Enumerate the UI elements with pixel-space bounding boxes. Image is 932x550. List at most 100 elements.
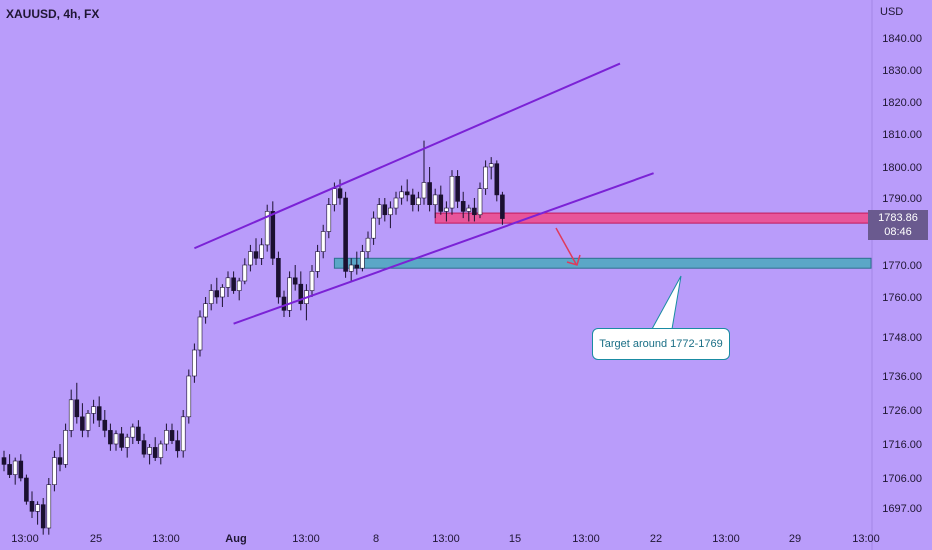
time-tick-label: 25 — [90, 533, 102, 545]
price-tick-label: 1790.00 — [882, 193, 922, 205]
price-tick-label: 1748.00 — [882, 332, 922, 344]
candle-body — [52, 457, 57, 485]
price-tick-label: 1830.00 — [882, 65, 922, 77]
candle-body — [164, 430, 169, 445]
candle-body — [1, 457, 7, 465]
time-tick-label: 15 — [509, 533, 521, 545]
candle-body — [74, 399, 80, 418]
candle-body — [192, 349, 197, 377]
candle-body — [432, 194, 438, 205]
target-arrow-head — [566, 254, 581, 266]
candle-body — [68, 399, 74, 431]
candle-body — [382, 204, 388, 216]
time-tick-label: 13:00 — [11, 533, 39, 545]
price-tick-label: 1840.00 — [882, 33, 922, 45]
candle-body — [410, 194, 416, 205]
candle-body — [281, 296, 287, 311]
candle-body — [494, 163, 500, 196]
candle-body — [292, 277, 298, 285]
candle-body — [444, 207, 449, 212]
price-axis-background — [872, 0, 932, 550]
price-tick-label: 1697.00 — [882, 503, 922, 515]
axes-layer: 1840.00 1830.00 1820.00 1810.00 1800.00 1790.… — [11, 0, 932, 550]
candle-body — [483, 166, 488, 190]
candle-body — [298, 283, 304, 304]
candle-body — [388, 207, 393, 216]
candle-body — [63, 430, 68, 465]
candle-body — [113, 433, 119, 445]
candle-body — [242, 264, 248, 282]
zone-layer — [333, 212, 872, 269]
price-tick-label: 1736.00 — [882, 371, 922, 383]
candle-body — [466, 207, 472, 212]
candle-body — [326, 204, 332, 232]
candle-body — [276, 257, 281, 298]
candle-body — [35, 504, 40, 512]
time-tick-label: 22 — [650, 533, 662, 545]
price-tick-label: 1820.00 — [882, 97, 922, 109]
candle-body — [315, 251, 320, 272]
candle-body — [7, 464, 12, 475]
candle-body — [477, 188, 483, 216]
candle-body — [376, 204, 382, 219]
candle-body — [46, 484, 52, 529]
price-tick-label: 1760.00 — [882, 292, 922, 304]
candle-body — [124, 436, 130, 448]
price-tick-label: 1810.00 — [882, 129, 922, 141]
time-tick-label: 13:00 — [572, 533, 600, 545]
candle-body — [270, 211, 276, 259]
candle-body — [85, 413, 91, 431]
candle-body — [309, 271, 315, 291]
price-tick-label: 1706.00 — [882, 473, 922, 485]
target-callout[interactable]: Target around 1772-1769 — [592, 328, 730, 360]
candle-body — [427, 182, 432, 206]
candle-body — [287, 277, 292, 311]
arrows-layer — [555, 227, 682, 330]
time-tick-label: 13:00 — [432, 533, 460, 545]
candle-body — [141, 440, 147, 455]
time-tick-label: 13:00 — [712, 533, 740, 545]
time-tick-label: Aug — [225, 533, 246, 545]
price-tick-label: 1800.00 — [882, 162, 922, 174]
candle-body — [136, 426, 141, 441]
price-tick-label: 1716.00 — [882, 439, 922, 451]
target-arrow-shaft — [555, 227, 577, 265]
candle-body — [175, 440, 180, 452]
candle-body — [24, 477, 29, 502]
candle-body — [225, 277, 231, 288]
candle-body — [472, 207, 477, 216]
candle-body — [91, 406, 96, 414]
candle-body — [455, 176, 460, 202]
candle-body — [102, 419, 108, 431]
candle-body — [416, 197, 421, 205]
candle-body — [264, 211, 270, 246]
candle-body — [449, 176, 455, 209]
candle-body — [214, 290, 220, 298]
candle-body — [354, 264, 360, 269]
price-tick-label: 1770.00 — [882, 260, 922, 272]
candle-body — [253, 251, 259, 259]
candle-body — [488, 163, 494, 168]
candle-body — [365, 237, 371, 252]
candle-body — [152, 447, 158, 458]
candle-body — [248, 251, 253, 266]
symbol-title[interactable]: XAUUSD, 4h, FX — [6, 7, 100, 21]
candle-body — [500, 194, 505, 219]
callout-pointer — [651, 275, 682, 330]
candle-body — [438, 194, 444, 212]
candle-body — [236, 280, 242, 291]
candle-body — [12, 460, 18, 475]
candle-body — [399, 191, 404, 199]
candle-body — [208, 290, 214, 304]
candle-body — [29, 501, 35, 512]
candle-body — [231, 277, 236, 291]
support-zone — [333, 257, 872, 269]
candle-body — [169, 430, 175, 441]
candle-body — [158, 443, 164, 458]
candle-body — [220, 287, 225, 298]
candle-body — [320, 231, 326, 252]
candle-body — [460, 201, 466, 212]
candles-layer — [1, 140, 505, 535]
